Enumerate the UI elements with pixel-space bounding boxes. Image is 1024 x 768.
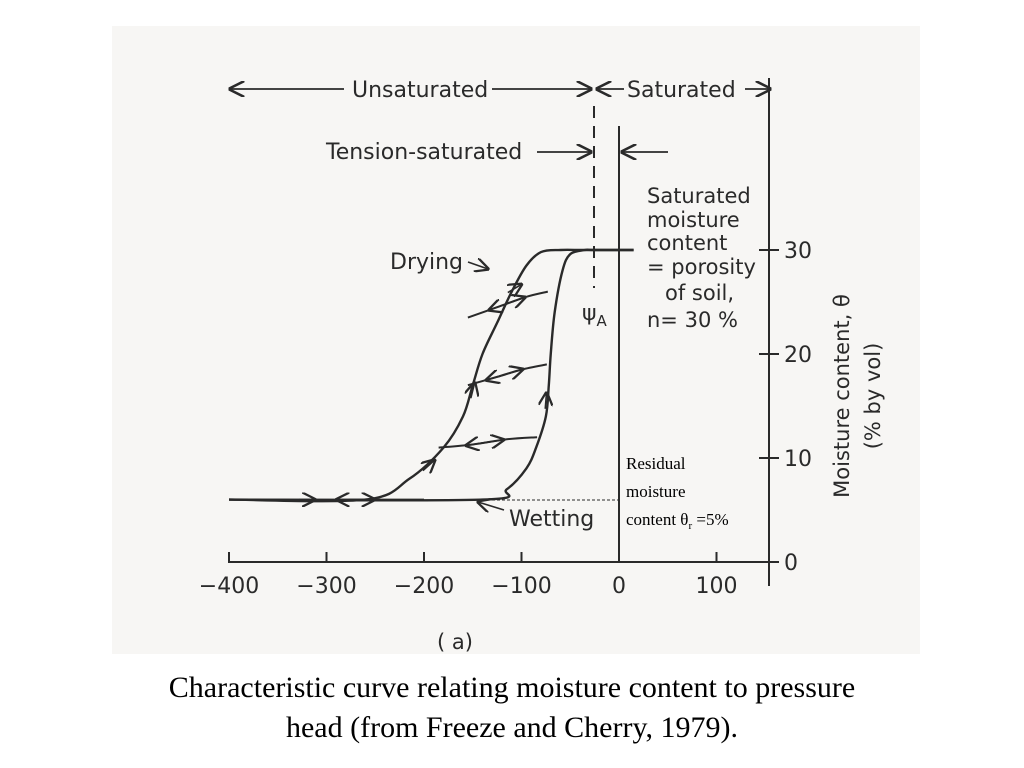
drying-arrow-mid <box>471 383 475 399</box>
y-ticks <box>759 249 779 563</box>
drying-pointer <box>467 262 488 269</box>
region-annotations: Unsaturated Saturated Tension-saturated <box>230 78 770 165</box>
tension-saturated-label: Tension-saturated <box>325 140 522 165</box>
series-wetting-line <box>228 248 634 502</box>
curves <box>228 248 634 503</box>
residual-note-line-1: Residual <box>626 454 686 473</box>
x-tick-label-4: 0 <box>612 574 626 599</box>
y-tick-label-1: 10 <box>784 447 812 472</box>
y-tick-labels: 0 10 20 30 <box>784 239 812 576</box>
y-axis-label-unit: (% by vol) <box>861 343 885 450</box>
panel-label: ( a) <box>437 630 473 654</box>
y-axis-label: Moisture content, θ <box>830 294 854 498</box>
residual-note-line-2: moisture <box>626 482 686 501</box>
wetting-pointer <box>478 502 505 510</box>
series-drying-line <box>228 248 634 503</box>
x-tick-label-2: −200 <box>394 574 454 599</box>
figure-panel: −400 −300 −200 −100 0 100 0 10 20 30 Moisture co… <box>112 26 920 654</box>
x-tick-labels: −400 −300 −200 −100 0 100 <box>199 574 738 599</box>
scanning-curve-2-arrow-back <box>466 442 492 446</box>
scanning-curve-0-arrow-back <box>489 301 514 310</box>
scanning-curve-0 <box>467 290 549 319</box>
x-tick-label-1: −300 <box>296 574 356 599</box>
y-tick-label-3: 30 <box>784 239 812 264</box>
unsaturated-label: Unsaturated <box>352 78 488 103</box>
y-tick-label-0: 0 <box>784 551 798 576</box>
saturated-note-line-6: n= 30 % <box>647 308 738 332</box>
scanning-curve-1 <box>467 363 548 387</box>
drying-label: Drying <box>390 250 463 275</box>
x-tick-label-5: 100 <box>696 574 738 599</box>
y-axis: 0 10 20 30 Moisture content, θ (% by vol) <box>759 78 885 586</box>
characteristic-curve-chart: −400 −300 −200 −100 0 100 0 10 20 30 Moisture co… <box>199 78 885 654</box>
y-tick-label-2: 20 <box>784 343 812 368</box>
saturated-note-line-5: of soil, <box>665 281 734 305</box>
caption-line-2: head (from Freeze and Cherry, 1979). <box>285 711 739 744</box>
drying-arrow-upper <box>508 284 522 292</box>
x-tick-label-3: −100 <box>491 574 551 599</box>
saturated-label: Saturated <box>627 78 736 103</box>
saturated-content-note: Saturated moisture content = porosity of… <box>647 184 756 332</box>
x-axis: −400 −300 −200 −100 0 100 <box>199 552 769 599</box>
saturated-note-line-4: = porosity <box>647 255 756 279</box>
figure-caption: Characteristic curve relating moisture c… <box>0 668 1024 748</box>
saturated-note-line-2: moisture <box>647 208 740 232</box>
drying-arrow-lower <box>423 460 435 471</box>
scanning-curve-1-arrow-back <box>486 373 512 380</box>
x-tick-label-0: −400 <box>199 574 259 599</box>
wetting-label: Wetting <box>509 507 594 532</box>
x-ticks <box>228 552 718 562</box>
air-entry-psi-label: ψA <box>582 301 608 330</box>
residual-content-note: Residual moisture content θr =5% <box>626 454 729 532</box>
wetting-arrow-mid <box>545 393 546 409</box>
saturated-note-line-3: content <box>647 231 727 255</box>
caption-line-1: Characteristic curve relating moisture c… <box>168 671 856 704</box>
saturated-note-line-1: Saturated <box>647 184 751 208</box>
residual-note-line-3: content θr =5% <box>626 510 729 532</box>
